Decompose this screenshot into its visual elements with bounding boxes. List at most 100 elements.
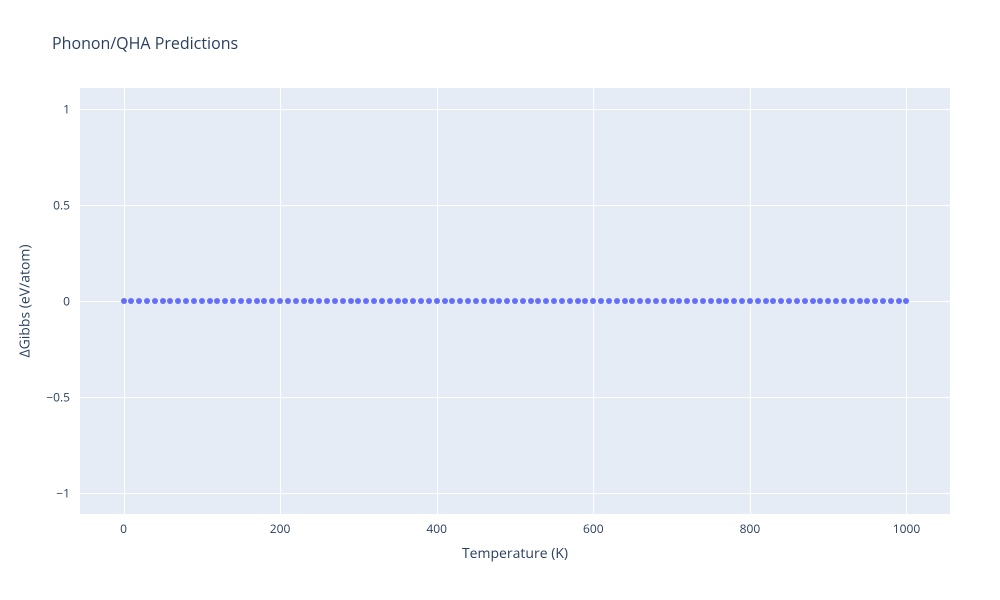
data-point[interactable] [269,298,275,304]
data-point[interactable] [896,298,902,304]
data-point[interactable] [355,298,361,304]
data-point[interactable] [363,298,369,304]
data-point[interactable] [880,298,886,304]
data-point[interactable] [316,298,322,304]
data-point[interactable] [535,298,541,304]
data-point[interactable] [598,298,604,304]
data-point[interactable] [543,298,549,304]
data-point[interactable] [238,298,244,304]
data-point[interactable] [136,298,142,304]
data-point[interactable] [167,298,173,304]
data-point[interactable] [606,298,612,304]
data-point[interactable] [324,298,330,304]
data-point[interactable] [763,298,769,304]
data-point[interactable] [661,298,667,304]
data-point[interactable] [496,298,502,304]
data-point[interactable] [716,298,722,304]
data-point[interactable] [567,298,573,304]
data-point[interactable] [582,298,588,304]
data-point[interactable] [207,298,213,304]
data-point[interactable] [261,298,267,304]
data-point[interactable] [489,298,495,304]
data-point[interactable] [747,298,753,304]
data-point[interactable] [903,298,909,304]
plot-area[interactable] [80,88,950,514]
data-point[interactable] [465,298,471,304]
data-point[interactable] [285,298,291,304]
data-point[interactable] [888,298,894,304]
data-point[interactable] [332,298,338,304]
data-point[interactable] [348,298,354,304]
data-point[interactable] [614,298,620,304]
data-point[interactable] [637,298,643,304]
data-point[interactable] [559,298,565,304]
data-point[interactable] [528,298,534,304]
data-point[interactable] [739,298,745,304]
data-point[interactable] [144,298,150,304]
data-point[interactable] [802,298,808,304]
data-point[interactable] [825,298,831,304]
data-point[interactable] [872,298,878,304]
data-point[interactable] [817,298,823,304]
data-point[interactable] [770,298,776,304]
data-point[interactable] [121,298,127,304]
data-point[interactable] [222,298,228,304]
data-point[interactable] [418,298,424,304]
data-point[interactable] [786,298,792,304]
data-point[interactable] [230,298,236,304]
data-point[interactable] [700,298,706,304]
data-point[interactable] [387,298,393,304]
data-point[interactable] [473,298,479,304]
data-point[interactable] [340,298,346,304]
data-point[interactable] [308,298,314,304]
data-point[interactable] [520,298,526,304]
data-point[interactable] [379,298,385,304]
data-point[interactable] [395,298,401,304]
data-point[interactable] [653,298,659,304]
data-point[interactable] [629,298,635,304]
data-point[interactable] [410,298,416,304]
data-point[interactable] [504,298,510,304]
data-point[interactable] [277,298,283,304]
data-point[interactable] [254,298,260,304]
data-point[interactable] [457,298,463,304]
data-point[interactable] [128,298,134,304]
data-point[interactable] [810,298,816,304]
data-point[interactable] [175,298,181,304]
data-point[interactable] [160,298,166,304]
data-point[interactable] [622,298,628,304]
data-point[interactable] [512,298,518,304]
data-point[interactable] [183,298,189,304]
data-point[interactable] [551,298,557,304]
data-point[interactable] [449,298,455,304]
data-point[interactable] [708,298,714,304]
data-point[interactable] [481,298,487,304]
data-point[interactable] [246,298,252,304]
data-point[interactable] [676,298,682,304]
data-point[interactable] [692,298,698,304]
data-point[interactable] [723,298,729,304]
data-point[interactable] [442,298,448,304]
data-point[interactable] [864,298,870,304]
data-point[interactable] [575,298,581,304]
data-point[interactable] [755,298,761,304]
data-point[interactable] [191,298,197,304]
data-point[interactable] [645,298,651,304]
data-point[interactable] [794,298,800,304]
data-point[interactable] [684,298,690,304]
data-point[interactable] [199,298,205,304]
data-point[interactable] [731,298,737,304]
data-point[interactable] [301,298,307,304]
data-point[interactable] [434,298,440,304]
data-point[interactable] [152,298,158,304]
data-point[interactable] [214,298,220,304]
data-point[interactable] [371,298,377,304]
data-point[interactable] [402,298,408,304]
data-point[interactable] [778,298,784,304]
data-point[interactable] [426,298,432,304]
data-point[interactable] [841,298,847,304]
data-point[interactable] [849,298,855,304]
data-point[interactable] [833,298,839,304]
data-point[interactable] [669,298,675,304]
data-point[interactable] [293,298,299,304]
